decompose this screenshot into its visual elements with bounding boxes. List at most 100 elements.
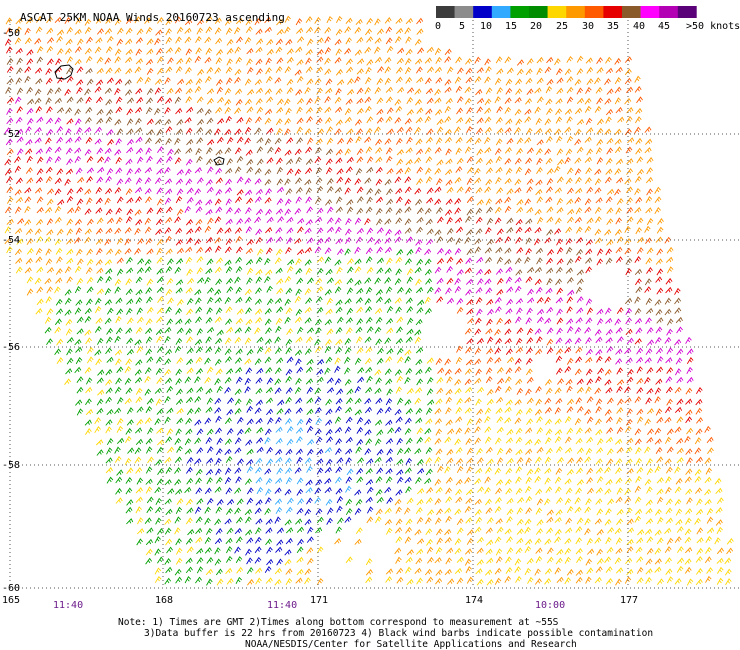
wind-barb [654, 566, 662, 573]
wind-barb [256, 158, 264, 166]
wind-barb [674, 287, 681, 295]
wind-barb [594, 576, 602, 584]
wind-barb [196, 548, 204, 555]
wind-barb [564, 346, 572, 354]
wind-barb [334, 96, 342, 104]
wind-barb [354, 397, 362, 405]
wind-barb [576, 427, 583, 435]
wind-barb [126, 118, 134, 126]
wind-barb [116, 257, 124, 264]
wind-barb [415, 198, 423, 206]
wind-barb [414, 38, 422, 46]
wind-barb [226, 47, 234, 55]
wind-barb [375, 196, 383, 203]
wind-barb [76, 316, 84, 324]
wind-barb [305, 336, 313, 344]
wind-barb [484, 186, 492, 193]
wind-barb [294, 349, 302, 356]
wind-barb [145, 466, 153, 474]
wind-barb [397, 286, 404, 294]
wind-barb [115, 377, 122, 385]
wind-barb [676, 416, 684, 424]
wind-barb [95, 79, 104, 86]
wind-barb [224, 448, 232, 456]
wind-barb [224, 227, 232, 234]
wind-barb [596, 118, 604, 126]
wind-barb [136, 418, 144, 426]
wind-barb [575, 397, 583, 405]
wind-barb [334, 186, 342, 194]
wind-barb [535, 488, 543, 496]
wind-barb [46, 308, 54, 316]
wind-barb [246, 48, 254, 55]
wind-barb [605, 317, 613, 324]
wind-barb [356, 58, 365, 65]
wind-barb [334, 38, 342, 46]
wind-barb [164, 107, 171, 115]
wind-barb [95, 227, 103, 235]
wind-barb [336, 15, 343, 24]
wind-barb [326, 178, 334, 185]
wind-barb [125, 387, 133, 395]
wind-barb [445, 148, 452, 156]
wind-barb [76, 248, 83, 256]
wind-barb [594, 387, 602, 395]
wind-barb [186, 367, 194, 374]
wind-barb [486, 298, 494, 306]
wind-barb [94, 417, 101, 425]
wind-barb [586, 436, 594, 444]
time-label: 11:40 [53, 600, 83, 611]
wind-barb [215, 368, 223, 375]
wind-barb [425, 108, 433, 115]
wind-barb [654, 186, 661, 194]
wind-barb [535, 286, 543, 294]
wind-barb [295, 187, 303, 194]
wind-barb [254, 327, 261, 335]
wind-barb [676, 457, 684, 464]
wind-barb [595, 147, 603, 155]
wind-barb [316, 358, 324, 366]
wind-barb [386, 188, 393, 196]
wind-barb [604, 98, 612, 105]
wind-barb [276, 539, 284, 546]
wind-barb [404, 399, 412, 406]
wind-barb [406, 549, 414, 556]
wind-barb [505, 266, 513, 274]
wind-barb [466, 457, 474, 464]
lat-label: -56 [2, 342, 20, 353]
wind-barb [546, 136, 553, 144]
legend-swatch [659, 6, 679, 18]
wind-barb [176, 408, 184, 415]
wind-barb [404, 467, 412, 474]
wind-barb [604, 176, 612, 184]
wind-barb [485, 548, 493, 555]
wind-barb [307, 526, 314, 534]
wind-barb [464, 327, 472, 335]
wind-barb [534, 467, 541, 475]
wind-barb [325, 268, 333, 276]
wind-barb [296, 277, 304, 285]
wind-barb [84, 126, 92, 134]
wind-barb [575, 207, 583, 215]
wind-barb [264, 88, 272, 95]
wind-barb [214, 558, 222, 566]
wind-barb [266, 157, 274, 164]
wind-barb [146, 248, 154, 255]
wind-barb [626, 518, 634, 525]
wind-barb [396, 469, 404, 476]
wind-barb [96, 398, 104, 406]
wind-barb [236, 566, 244, 574]
lat-lon-grid [9, 20, 740, 589]
wind-barb [394, 176, 402, 184]
wind-barb [244, 478, 252, 485]
wind-barb [166, 428, 174, 436]
wind-barb [304, 317, 312, 324]
wind-barb [664, 436, 672, 444]
wind-barb [674, 297, 682, 305]
wind-barb [135, 196, 142, 203]
wind-barb [246, 267, 254, 275]
wind-barb [375, 397, 383, 405]
wind-barb [615, 537, 623, 545]
wind-barb [134, 247, 141, 255]
wind-barb [635, 508, 643, 515]
